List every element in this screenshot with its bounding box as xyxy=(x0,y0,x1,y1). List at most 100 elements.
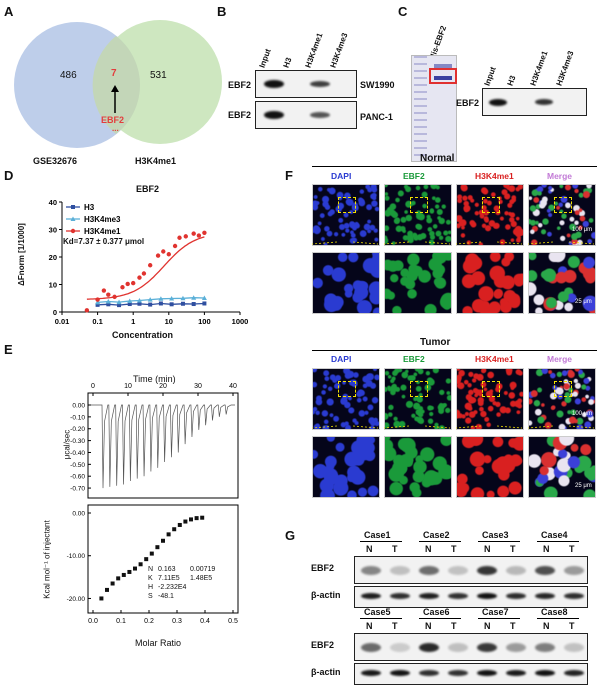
band xyxy=(564,670,584,676)
band xyxy=(564,593,584,599)
d-point-square xyxy=(106,302,111,307)
g-top-lane-n: N xyxy=(543,544,550,554)
zoom-line xyxy=(568,425,595,429)
g-top-case-label: Case2 xyxy=(423,530,450,540)
d-point-triangle xyxy=(180,295,186,301)
b-row1-protein: EBF2 xyxy=(228,80,252,90)
g-top-case-label: Case1 xyxy=(364,530,391,540)
e-molar-tick-label: 0.4 xyxy=(200,618,210,625)
itc-param-v: 0.163 xyxy=(158,566,176,573)
tumor-channel-dapi: DAPI xyxy=(331,354,352,364)
e-time-tick-label: 40 xyxy=(229,383,237,390)
b-lane-h3k4me1: H3K4me1 xyxy=(303,31,325,69)
zoom-line xyxy=(527,241,554,245)
e-top-y-tick-label: -0.10 xyxy=(70,414,85,421)
band xyxy=(535,643,555,652)
g-bottom-lane-t: T xyxy=(451,621,457,631)
zoom-box xyxy=(338,197,356,213)
band xyxy=(477,593,497,599)
tumor-channel-ebf2: EBF2 xyxy=(403,354,425,364)
d-point-triangle xyxy=(147,297,153,302)
band xyxy=(361,566,381,575)
d-y-tick-label: 10 xyxy=(49,281,57,290)
g-bottom-case-label: Case8 xyxy=(541,607,568,617)
d-point-triangle xyxy=(105,299,111,304)
band xyxy=(390,593,410,599)
d-point-square xyxy=(169,302,174,307)
zoom-box xyxy=(554,381,572,397)
zoom-connector-lines xyxy=(311,241,595,245)
band xyxy=(419,643,439,652)
d-point-circle xyxy=(120,285,125,290)
band xyxy=(535,593,555,599)
g-bottom-lane-n: N xyxy=(366,621,373,631)
band xyxy=(448,566,468,575)
normal-overview-dapi xyxy=(312,184,380,246)
d-point-triangle xyxy=(158,296,164,301)
g-bottom-actin-blot xyxy=(354,663,588,685)
e-binding-point xyxy=(133,566,137,571)
d-legend-marker xyxy=(70,228,76,234)
d-point-circle xyxy=(84,308,90,313)
e-bottom-y-tick-label: -10.00 xyxy=(67,553,86,560)
d-point-circle xyxy=(106,292,111,297)
d-point-square xyxy=(158,301,163,306)
band xyxy=(448,670,468,676)
d-y-axis-label: ΔFnorm [1/1000] xyxy=(16,223,26,286)
d-point-circle xyxy=(155,253,161,258)
tumor-overview-dapi xyxy=(312,368,380,430)
zoom-line xyxy=(352,425,379,429)
zoom-box xyxy=(482,197,500,213)
venn-left-count: 486 xyxy=(60,70,77,81)
itc-param-k: S xyxy=(148,593,153,600)
b-lane-h3: H3 xyxy=(281,56,294,69)
panel-label-g: G xyxy=(285,528,296,543)
itc-raw-thermogram: 0.00 -0.10 -0.20 -0.30 -0.40 -0.50 -0.60 -0.70 0… xyxy=(70,383,239,499)
d-point-triangle xyxy=(169,296,175,301)
panel-label-e: E xyxy=(4,342,13,357)
e-binding-point xyxy=(194,516,199,521)
e-thermogram-trace xyxy=(91,404,235,489)
b-blot-sw1990 xyxy=(255,70,357,98)
zoom-line xyxy=(455,425,482,429)
g-top-case-label: Case3 xyxy=(482,530,509,540)
g-top-lane-t: T xyxy=(510,544,516,554)
d-y-tick-label: 20 xyxy=(49,253,57,262)
f-normal-title: Normal xyxy=(420,153,455,164)
d-point-triangle xyxy=(136,297,142,303)
normal-scale-bar-low: 100 μm xyxy=(572,227,593,233)
e-binding-point xyxy=(99,596,104,601)
d-y-tick-label: 40 xyxy=(49,198,57,207)
g-top-actin-blot xyxy=(354,586,588,608)
b-row2-protein: EBF2 xyxy=(228,110,252,120)
c-lane-h3k4me1: H3K4me1 xyxy=(528,49,550,87)
band xyxy=(390,643,410,652)
e-molar-tick-label: 0.2 xyxy=(144,618,154,625)
d-point-triangle xyxy=(201,295,207,300)
band xyxy=(390,670,410,676)
e-binding-point xyxy=(189,517,193,522)
normal-zoom-h3k4me1 xyxy=(456,252,524,314)
d-point-square xyxy=(180,301,185,306)
d-point-circle xyxy=(161,249,166,254)
d-point-square xyxy=(127,302,132,307)
g-bottom-lane-t: T xyxy=(569,621,575,631)
d-x-axis-label: Concentration xyxy=(112,330,174,340)
d-point-circle xyxy=(177,235,182,240)
e-binding-point xyxy=(161,538,165,543)
e-binding-point xyxy=(116,576,121,581)
band xyxy=(506,670,526,676)
d-point-circle xyxy=(166,252,171,257)
e-bottom-y-tick-label: 0.00 xyxy=(72,511,85,518)
e-molar-tick-label: 0.0 xyxy=(88,618,98,625)
d-x-tick-label: 0.01 xyxy=(55,317,70,326)
d-x-tick-label: 0.1 xyxy=(92,317,102,326)
case-underline xyxy=(537,541,579,542)
case-underline xyxy=(419,618,461,619)
f-normal-rule xyxy=(312,166,597,167)
g-bottom-lane-n: N xyxy=(543,621,550,631)
d-point-circle xyxy=(131,280,136,286)
zoom-box xyxy=(554,197,572,213)
normal-scale-bar-high: 25 μm xyxy=(575,299,592,305)
d-legend-marker xyxy=(71,205,75,209)
